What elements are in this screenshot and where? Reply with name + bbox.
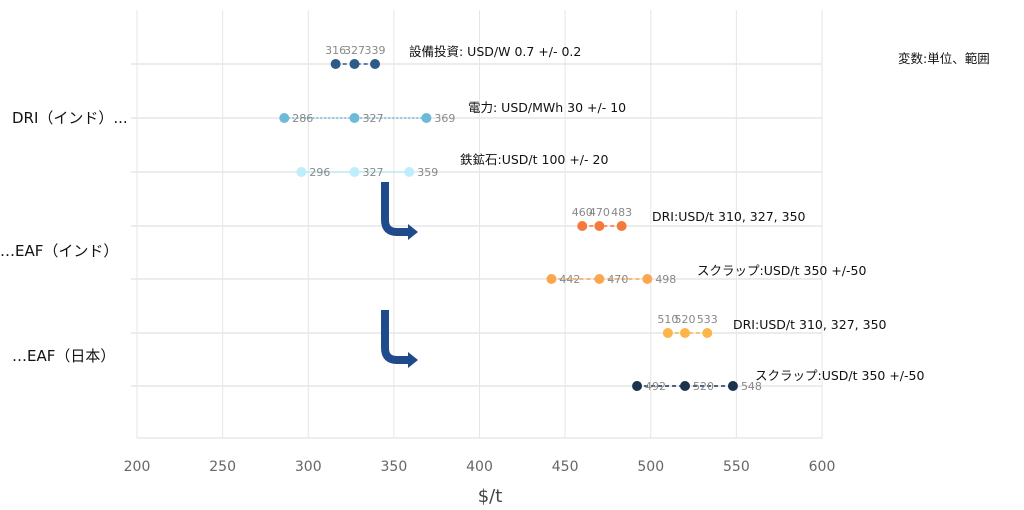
data-point xyxy=(546,274,557,284)
legend-title: 変数:単位、範囲 xyxy=(898,51,990,66)
data-label: 470 xyxy=(589,206,610,219)
data-label: 359 xyxy=(417,166,438,179)
data-label: 327 xyxy=(344,44,365,57)
data-label: 327 xyxy=(362,112,383,125)
series-1: 286 327 369 電力: USD/MWh 30 +/- 10 xyxy=(279,100,626,125)
data-label: 498 xyxy=(655,273,676,286)
x-tick-label: 550 xyxy=(723,459,750,475)
data-point xyxy=(349,59,360,69)
data-label: 492 xyxy=(645,380,666,393)
data-label: 510 xyxy=(657,313,678,326)
x-tick-label: 250 xyxy=(209,459,236,475)
arrow-icon xyxy=(381,310,410,364)
arrow-head-icon xyxy=(408,352,418,368)
x-tick-label: 400 xyxy=(466,459,493,475)
data-point xyxy=(680,381,690,391)
data-point xyxy=(727,381,738,391)
data-label: 460 xyxy=(572,206,593,219)
data-label: 339 xyxy=(365,44,386,57)
data-point xyxy=(349,113,360,123)
data-point xyxy=(594,221,605,231)
series-2: 296 327 359 鉄鉱石:USD/t 100 +/- 20 xyxy=(296,152,608,179)
data-point xyxy=(594,274,605,284)
data-point xyxy=(642,274,653,284)
data-point xyxy=(296,167,307,177)
data-label: 316 xyxy=(325,44,346,57)
x-tick-label: 600 xyxy=(809,459,836,475)
x-axis-label: $/t xyxy=(478,486,503,507)
x-tick-label: 500 xyxy=(637,459,664,475)
series-annotation: DRI:USD/t 310, 327, 350 xyxy=(733,317,887,332)
data-label: 533 xyxy=(697,313,718,326)
data-point xyxy=(349,167,360,177)
series-annotation: DRI:USD/t 310, 327, 350 xyxy=(652,209,806,224)
x-tick-label: 300 xyxy=(295,459,322,475)
grid xyxy=(131,10,823,439)
data-point xyxy=(330,59,341,69)
data-label: 548 xyxy=(741,380,762,393)
data-label: 296 xyxy=(309,166,330,179)
series-annotation: 電力: USD/MWh 30 +/- 10 xyxy=(468,100,626,115)
data-label: 369 xyxy=(434,112,455,125)
data-point xyxy=(279,113,290,123)
category-label: DRI（インド）... xyxy=(12,109,128,127)
series-4: 442 470 498 スクラップ:USD/t 350 +/-50 xyxy=(546,263,866,286)
data-point xyxy=(370,59,381,69)
data-point xyxy=(702,328,713,338)
arrow-head-icon xyxy=(408,224,418,240)
data-point xyxy=(404,167,415,177)
category-label: …EAF（インド） xyxy=(0,242,118,260)
data-point xyxy=(662,328,673,338)
arrows xyxy=(381,182,418,368)
x-axis-ticks: 200 250 300 350 400 450 500 550 600 xyxy=(124,459,836,475)
x-tick-label: 200 xyxy=(124,459,151,475)
arrow-icon xyxy=(381,182,410,236)
data-point xyxy=(616,221,627,231)
data-point xyxy=(421,113,432,123)
data-label: 442 xyxy=(559,273,580,286)
data-point xyxy=(632,381,643,391)
series-annotation: 設備投資: USD/W 0.7 +/- 0.2 xyxy=(409,44,581,59)
data-label: 520 xyxy=(693,380,714,393)
data-label: 470 xyxy=(607,273,628,286)
data-point xyxy=(577,221,588,231)
series-annotation: スクラップ:USD/t 350 +/-50 xyxy=(697,263,866,278)
series-annotation: 鉄鉱石:USD/t 100 +/- 20 xyxy=(460,152,608,167)
data-label: 286 xyxy=(292,112,313,125)
x-tick-label: 350 xyxy=(381,459,408,475)
data-label: 327 xyxy=(362,166,383,179)
data-label: 483 xyxy=(611,206,632,219)
data-label: 520 xyxy=(675,313,696,326)
category-label: …EAF（日本） xyxy=(12,347,115,365)
x-tick-label: 450 xyxy=(552,459,579,475)
series-annotation: スクラップ:USD/t 350 +/-50 xyxy=(755,368,924,383)
data-point xyxy=(680,328,690,338)
